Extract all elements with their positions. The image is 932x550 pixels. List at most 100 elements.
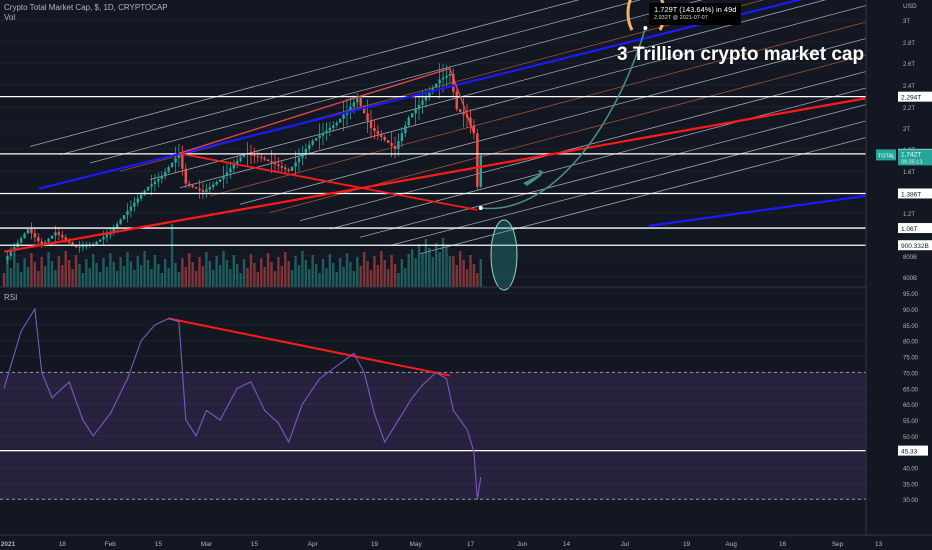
price-tick: 2T [903,127,910,133]
volume-bar [366,261,369,287]
time-tick: 14 [563,541,571,548]
price-tick: 2.2T [903,106,915,112]
time-tick: May [409,541,422,548]
volume-bar [345,253,349,287]
volume-bar [174,263,177,287]
candle-body [314,138,318,141]
candle-body [229,168,232,173]
volume-bar [98,272,102,287]
rsi-divergence-line [168,317,451,377]
volume-bar [133,270,136,287]
volume-bar [386,269,390,287]
candle-body [404,125,407,134]
candle-body [356,98,359,103]
candle-body [74,244,78,248]
candle-body [352,102,356,107]
candle-body [277,164,280,167]
candle-body [208,186,211,190]
candle-body [414,109,417,114]
volume-bar [225,260,229,287]
candle-body [445,75,448,78]
candle-body [212,184,215,187]
time-tick: Jun [517,541,528,548]
candle-body [222,175,225,180]
time-tick: Mar [201,541,213,548]
time-tick: 18 [59,541,67,548]
time-tick: Aug [725,541,737,548]
candle-body [160,176,163,179]
volume-bar [115,271,119,287]
volume-bar [284,252,287,287]
current-price-text: 1.742T [901,151,921,158]
candle-body [366,113,369,121]
rsi-tick: 50.00 [903,435,919,441]
volume-bar [105,267,109,287]
volume-bar [19,272,23,287]
volume-bar [246,268,249,287]
rsi-tick: 70.00 [903,371,919,377]
rsi-tick: 65.00 [903,387,919,393]
volume-bar [332,263,335,287]
candle-body [263,157,266,160]
candle-body [232,164,236,169]
rsi-tick: 90.00 [903,308,919,314]
volume-bar [369,270,373,287]
volume-bar [191,262,194,287]
price-tick: 1.2T [903,212,915,218]
candle-body [383,137,386,140]
volume-bar [304,260,308,287]
time-tick: 13 [875,541,883,548]
volume-bar [404,268,407,287]
volume-bar [78,264,81,287]
volume-bar [208,261,211,287]
horizontal-levels [0,96,866,246]
projection-end [643,26,648,30]
candle-body [362,105,366,114]
candle-body [181,153,184,169]
rsi-line [3,307,482,500]
volume-bar [40,257,43,287]
volume-bar [236,264,239,287]
volume-bar [263,267,266,287]
trendline-lower-channel [648,193,879,227]
candle-body [476,133,479,187]
rsi-tick: 60.00 [903,403,919,409]
candle-body [112,228,115,233]
price-tick: 600B [903,276,917,282]
candle-body [98,239,102,242]
candle-body [287,169,290,171]
candle-body [19,238,23,243]
candle-body [472,125,476,134]
volume-bar [198,257,201,287]
level-tag [898,91,932,102]
candle-body [64,237,67,240]
volume-bar [212,270,215,287]
candle-body [342,114,345,119]
rsi-band [0,371,866,500]
volume-bar [102,258,105,287]
candle-body [369,120,373,128]
volume-bar [270,262,273,287]
volume-bar [16,263,19,287]
volume-bar [184,267,187,287]
pitchfork-line [299,71,867,222]
rsi-band-fill [0,372,866,500]
volume-bar [438,252,441,287]
candle-body [448,74,452,76]
rsi-tick: 95.00 [903,292,919,298]
candle-body [458,109,462,112]
pitchfork-line [119,0,765,172]
candle-body [133,202,136,207]
pitchfork-line [239,38,867,205]
level-tag-text: 900.332B [901,243,929,250]
candle-body [410,113,414,118]
volume-bar [465,269,469,287]
pitchfork-lines [29,0,867,255]
candle-body [146,186,150,191]
candle-body [386,140,390,143]
headline-annotation: 3 Trillion crypto market cap [617,44,865,65]
trendline-down [178,152,478,211]
volume-bar [321,259,325,287]
